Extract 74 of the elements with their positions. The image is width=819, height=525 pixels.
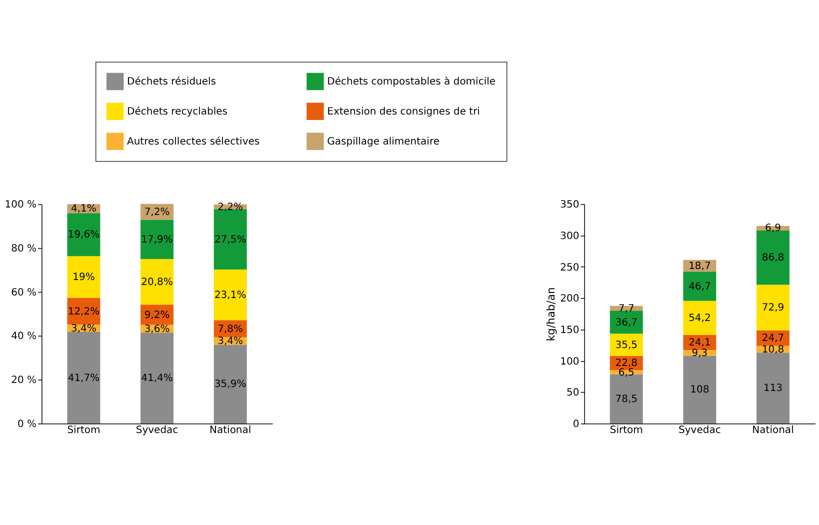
data-label: 6,5 xyxy=(618,367,634,378)
data-label: 19,6% xyxy=(68,230,100,241)
data-label: 41,4% xyxy=(141,373,173,384)
data-label: 35,5 xyxy=(615,340,638,351)
y-tick-label: 100 % xyxy=(4,200,37,211)
data-label: 20,8% xyxy=(141,276,173,288)
data-label: 54,2 xyxy=(688,312,711,324)
data-label: 3,4% xyxy=(218,336,244,348)
y-tick-label: 0 % xyxy=(18,418,37,430)
data-label: 22,8 xyxy=(615,358,638,370)
data-label: 18,7 xyxy=(688,260,711,272)
data-label: 10,8 xyxy=(762,344,784,356)
bar xyxy=(683,272,716,301)
data-label: 17,9% xyxy=(141,234,173,246)
bar xyxy=(67,256,100,298)
bar xyxy=(67,332,100,424)
x-tick-label: Sirtom xyxy=(610,425,643,436)
y-tick-label: 0 xyxy=(572,418,580,430)
bar xyxy=(140,220,174,259)
bar xyxy=(756,352,790,424)
data-label: 9,2% xyxy=(144,310,170,321)
bar xyxy=(214,270,247,320)
y-tick-label: 200 xyxy=(560,294,580,305)
bar xyxy=(683,300,716,335)
y-axis-title: kg/hab/an xyxy=(544,287,558,342)
data-label: 113 xyxy=(763,383,783,394)
y-tick-label: 80 % xyxy=(11,243,37,254)
data-label: 86,8 xyxy=(762,252,784,264)
y-tick-label: 250 xyxy=(560,262,580,274)
y-tick-label: 60 % xyxy=(11,287,37,298)
data-label: 27,5% xyxy=(214,234,246,246)
data-label: 24,1 xyxy=(688,338,711,349)
legend-label: Déchets compostables à domicile xyxy=(327,76,496,88)
legend-label: Gaspillage alimentaire xyxy=(327,136,440,148)
x-tick-label: Syvedac xyxy=(678,425,721,436)
legend-label: Déchets résiduels xyxy=(127,76,216,88)
y-tick-label: 100 xyxy=(560,356,580,368)
data-label: 23,1% xyxy=(214,290,246,301)
data-label: 9,3 xyxy=(692,348,708,359)
bar xyxy=(214,344,247,424)
data-label: 3,4% xyxy=(71,323,96,334)
data-label: 36,7 xyxy=(615,317,638,328)
bar xyxy=(610,334,643,356)
data-label: 24,7 xyxy=(762,333,784,344)
data-label: 41,7% xyxy=(68,372,100,384)
x-tick-label: National xyxy=(752,425,794,436)
data-label: 7,8% xyxy=(218,324,244,335)
data-label: 46,7 xyxy=(688,281,711,292)
legend-label: Autres collectes sélectives xyxy=(127,136,260,148)
data-label: 72,9 xyxy=(762,302,784,314)
y-tick-label: 20 % xyxy=(11,375,37,386)
data-label: 4,1% xyxy=(71,204,96,215)
x-tick-label: National xyxy=(210,425,252,436)
y-tick-label: 50 xyxy=(566,388,580,399)
bar xyxy=(67,213,100,256)
x-tick-label: Sirtom xyxy=(67,425,100,436)
y-tick-label: 40 % xyxy=(11,331,37,342)
legend-label: Déchets recyclables xyxy=(127,106,228,118)
bar xyxy=(140,258,174,305)
data-label: 35,9% xyxy=(214,379,246,390)
x-tick-label: Syvedac xyxy=(136,425,178,436)
bar xyxy=(683,356,716,424)
y-tick-label: 150 xyxy=(560,324,580,336)
legend-label: Extension des consignes de tri xyxy=(327,106,480,118)
data-label: 7,2% xyxy=(144,206,170,218)
y-tick-label: 300 xyxy=(560,230,580,242)
data-label: 108 xyxy=(690,384,710,396)
data-label: 19% xyxy=(72,272,95,284)
y-tick-label: 350 xyxy=(560,200,580,211)
data-label: 12,2% xyxy=(68,306,100,318)
data-label: 78,5 xyxy=(615,394,638,405)
bar xyxy=(756,284,790,330)
data-label: 3,6% xyxy=(144,324,170,335)
bar xyxy=(140,332,174,424)
